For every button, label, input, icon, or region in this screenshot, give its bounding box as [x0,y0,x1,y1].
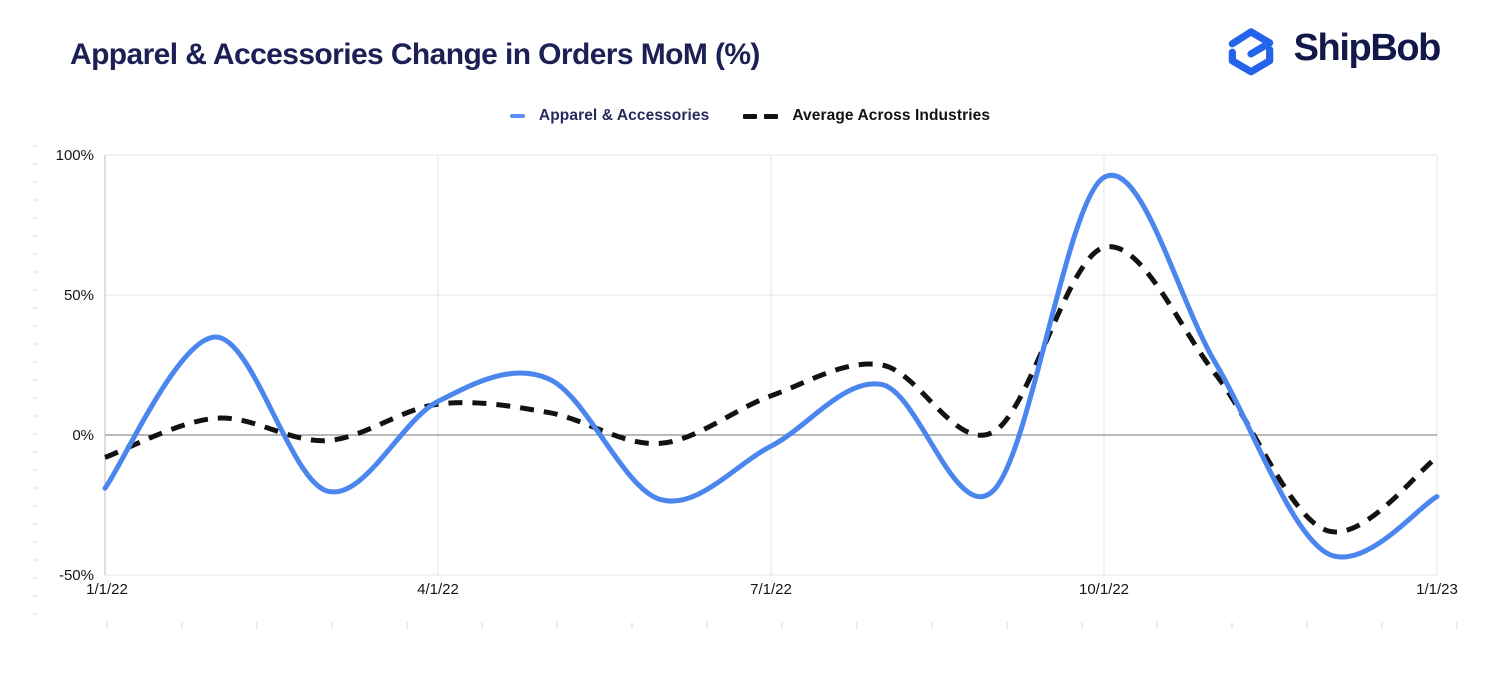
brand-logo: ShipBob [1222,20,1442,76]
page-title: Apparel & Accessories Change in Orders M… [70,38,760,71]
series-line-apparel [102,172,1440,560]
y-tick-100: 100% [55,147,94,164]
shipbob-box-icon [1222,20,1280,76]
y-tick-50: 50% [63,287,94,304]
x-tick-oct22: 10/1/22 [1078,581,1130,598]
x-tick-apr22: 4/1/22 [417,581,459,598]
left-ruler-dots [33,145,37,629]
x-tick-jul22: 7/1/22 [750,581,792,598]
y-tick-neg50: -50% [58,567,94,584]
bottom-ruler-dots [106,622,1466,629]
legend-item-apparel[interactable]: Apparel & Accessories [509,107,710,125]
legend-label: Apparel & Accessories [538,107,710,124]
brand-wordmark: ShipBob [1293,27,1442,69]
chart-legend: Apparel & Accessories Average Across Ind… [0,107,1500,125]
y-tick-0: 0% [72,427,94,444]
dashed-line-swatch-icon [743,113,779,119]
x-tick-jan23: 1/1/23 [1416,581,1458,598]
x-tick-jan22: 1/1/22 [86,581,128,598]
legend-label: Average Across Industries [792,107,991,124]
solid-line-swatch-icon [509,114,525,118]
legend-item-average[interactable]: Average Across Industries [743,107,990,125]
